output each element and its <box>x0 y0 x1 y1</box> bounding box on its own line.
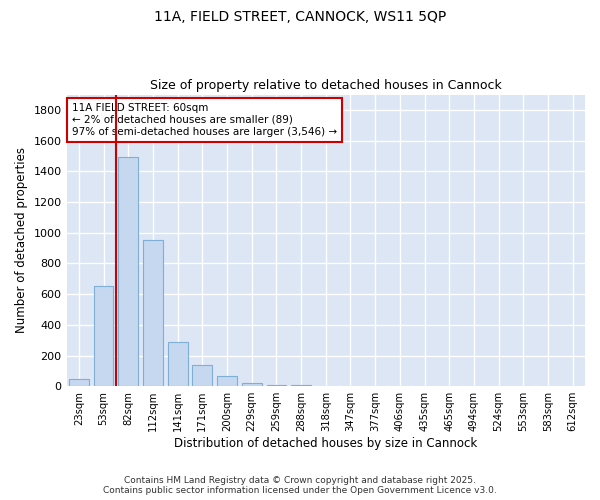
Bar <box>242 383 262 386</box>
Bar <box>118 158 138 386</box>
Bar <box>168 342 188 386</box>
Y-axis label: Number of detached properties: Number of detached properties <box>15 148 28 334</box>
X-axis label: Distribution of detached houses by size in Cannock: Distribution of detached houses by size … <box>174 437 478 450</box>
Bar <box>94 286 113 386</box>
Bar <box>217 376 237 386</box>
Bar <box>143 240 163 386</box>
Bar <box>193 366 212 386</box>
Text: Contains HM Land Registry data © Crown copyright and database right 2025.
Contai: Contains HM Land Registry data © Crown c… <box>103 476 497 495</box>
Bar <box>266 384 286 386</box>
Text: 11A FIELD STREET: 60sqm
← 2% of detached houses are smaller (89)
97% of semi-det: 11A FIELD STREET: 60sqm ← 2% of detached… <box>72 104 337 136</box>
Text: 11A, FIELD STREET, CANNOCK, WS11 5QP: 11A, FIELD STREET, CANNOCK, WS11 5QP <box>154 10 446 24</box>
Bar <box>69 378 89 386</box>
Title: Size of property relative to detached houses in Cannock: Size of property relative to detached ho… <box>150 79 502 92</box>
